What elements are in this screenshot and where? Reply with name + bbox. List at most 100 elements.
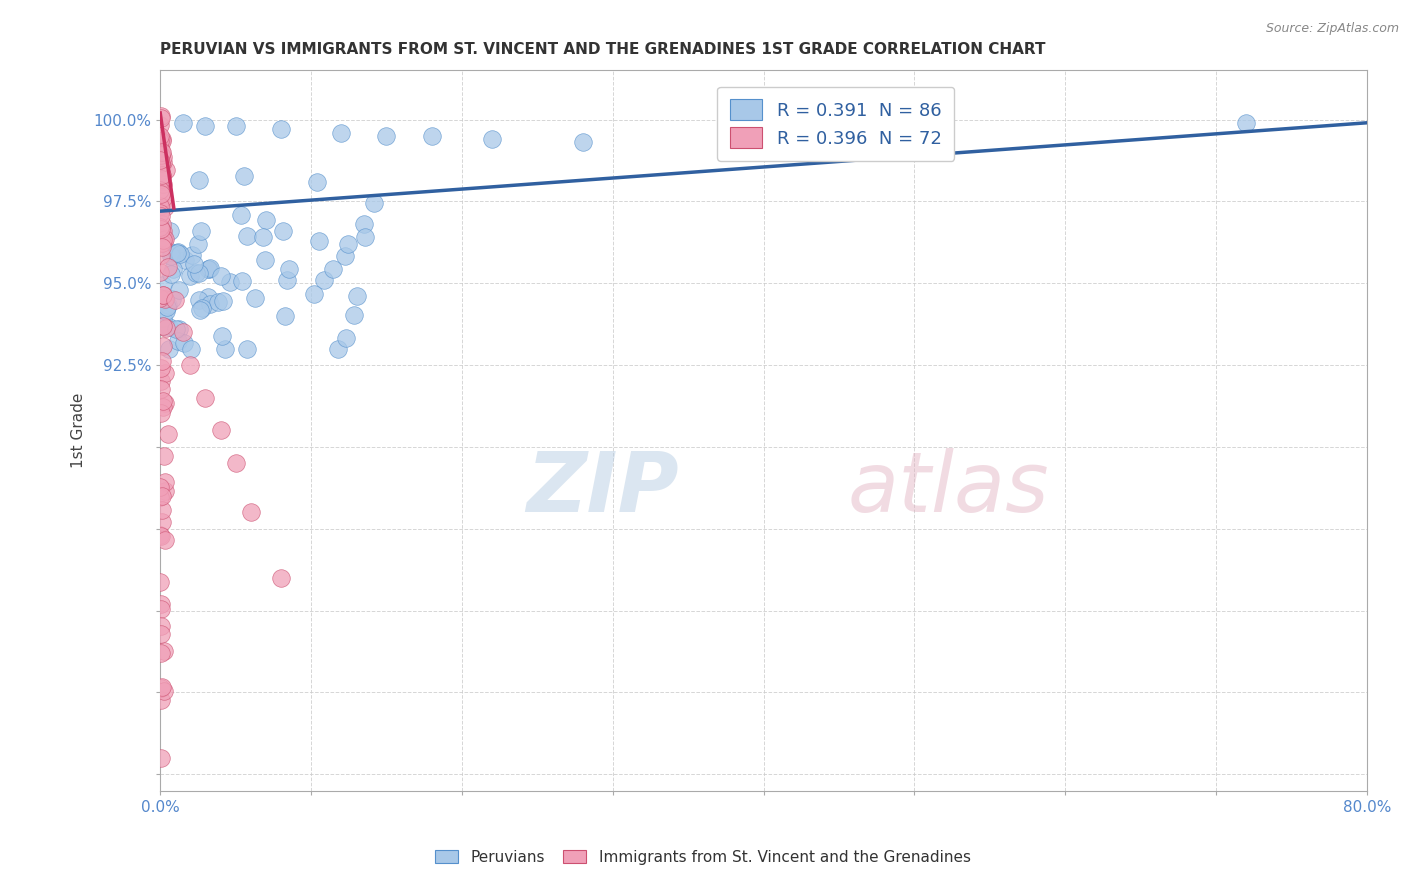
Point xyxy=(330,126,353,140)
Point xyxy=(420,128,443,143)
Point xyxy=(274,309,297,323)
Point xyxy=(150,602,173,616)
Point xyxy=(186,266,208,280)
Point xyxy=(166,246,188,260)
Point xyxy=(150,156,173,170)
Point xyxy=(232,169,254,183)
Point xyxy=(153,483,176,498)
Point xyxy=(152,293,174,307)
Point xyxy=(225,119,247,133)
Point xyxy=(187,237,209,252)
Point xyxy=(155,162,177,177)
Point xyxy=(149,598,172,612)
Point xyxy=(150,134,173,148)
Point xyxy=(194,391,217,405)
Point xyxy=(150,236,173,251)
Y-axis label: 1st Grade: 1st Grade xyxy=(72,392,86,468)
Point xyxy=(302,287,325,301)
Point xyxy=(152,683,174,698)
Point xyxy=(152,311,174,326)
Point xyxy=(152,178,174,192)
Point xyxy=(160,249,183,263)
Point xyxy=(150,646,173,660)
Point xyxy=(149,119,172,133)
Point xyxy=(239,505,262,519)
Point xyxy=(150,240,173,254)
Point xyxy=(278,262,301,277)
Point xyxy=(150,170,173,185)
Point xyxy=(211,329,233,343)
Point xyxy=(152,644,174,658)
Point xyxy=(218,275,240,289)
Point xyxy=(254,252,277,267)
Point xyxy=(159,224,181,238)
Point xyxy=(149,144,172,158)
Point xyxy=(152,288,174,302)
Point xyxy=(337,237,360,252)
Point xyxy=(1234,116,1257,130)
Point xyxy=(174,253,197,268)
Point xyxy=(155,200,177,214)
Point xyxy=(328,342,350,356)
Point xyxy=(149,529,172,543)
Point xyxy=(235,342,257,356)
Point xyxy=(346,289,368,303)
Point xyxy=(375,128,398,143)
Point xyxy=(152,353,174,368)
Point xyxy=(152,224,174,238)
Point xyxy=(481,132,503,146)
Point xyxy=(271,224,294,238)
Point xyxy=(335,331,357,345)
Point xyxy=(150,382,173,396)
Point xyxy=(198,296,221,310)
Point xyxy=(149,291,172,305)
Point xyxy=(149,248,172,262)
Point xyxy=(343,308,366,322)
Point xyxy=(183,257,205,271)
Text: ZIP: ZIP xyxy=(526,448,679,529)
Point xyxy=(270,122,292,136)
Point xyxy=(149,183,172,197)
Point xyxy=(149,153,172,167)
Point xyxy=(152,150,174,164)
Point xyxy=(157,320,180,334)
Point xyxy=(150,231,173,245)
Point xyxy=(150,222,173,236)
Point xyxy=(150,148,173,162)
Point xyxy=(149,480,172,494)
Point xyxy=(150,169,173,183)
Point xyxy=(153,232,176,246)
Point xyxy=(231,208,253,222)
Point xyxy=(150,147,173,161)
Point xyxy=(181,247,204,261)
Point xyxy=(152,401,174,415)
Point xyxy=(172,116,194,130)
Point xyxy=(152,339,174,353)
Point xyxy=(167,245,190,260)
Point xyxy=(149,406,172,420)
Point xyxy=(214,342,236,356)
Point xyxy=(155,303,177,318)
Point xyxy=(571,136,593,150)
Point xyxy=(149,209,172,223)
Point xyxy=(157,342,180,356)
Point xyxy=(152,288,174,302)
Text: PERUVIAN VS IMMIGRANTS FROM ST. VINCENT AND THE GRENADINES 1ST GRADE CORRELATION: PERUVIAN VS IMMIGRANTS FROM ST. VINCENT … xyxy=(160,42,1046,57)
Point xyxy=(353,230,375,244)
Point xyxy=(191,301,214,316)
Point xyxy=(149,219,172,234)
Point xyxy=(225,456,247,470)
Point xyxy=(157,298,180,312)
Point xyxy=(172,326,194,340)
Point xyxy=(723,138,745,153)
Point xyxy=(149,199,172,213)
Point xyxy=(188,303,211,318)
Point xyxy=(149,265,172,279)
Point xyxy=(149,128,172,143)
Point xyxy=(152,277,174,292)
Point xyxy=(152,515,174,529)
Point xyxy=(198,261,221,276)
Legend: Peruvians, Immigrants from St. Vincent and the Grenadines: Peruvians, Immigrants from St. Vincent a… xyxy=(429,844,977,871)
Point xyxy=(252,229,274,244)
Point xyxy=(190,224,212,238)
